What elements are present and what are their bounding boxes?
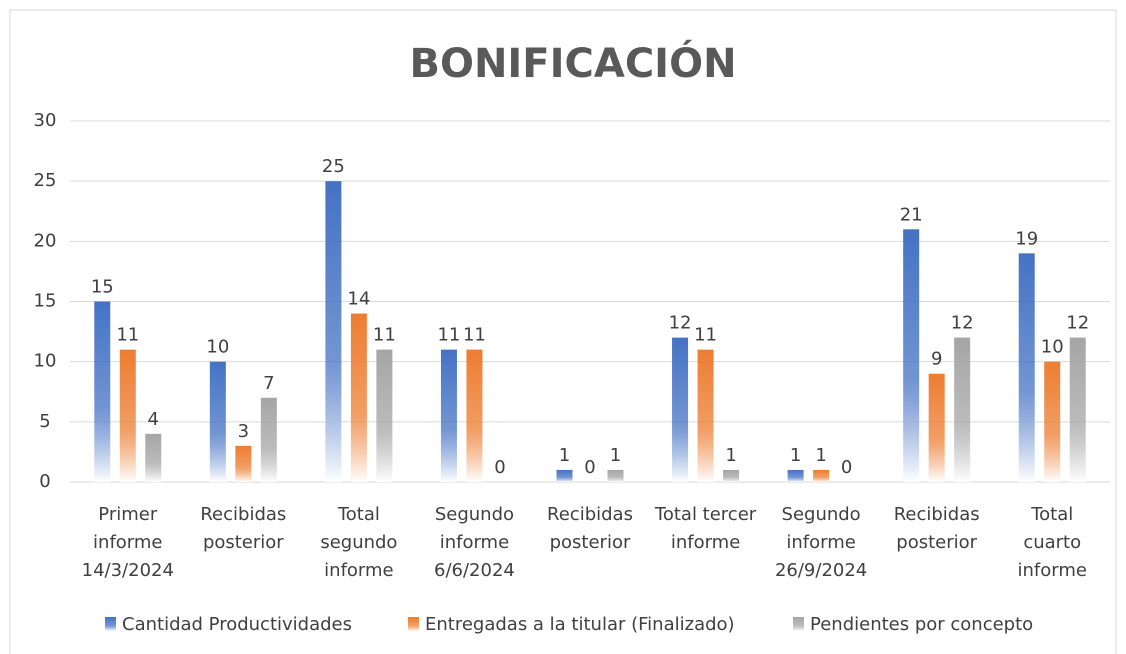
- bar: [1018, 253, 1035, 482]
- y-tick-label: 20: [34, 230, 57, 251]
- x-tick-label: Primer informe 14/3/2024: [82, 504, 174, 581]
- data-label: 1: [790, 445, 801, 466]
- x-tick-label: Recibidas posterior: [894, 504, 980, 553]
- data-label: 0: [584, 457, 595, 478]
- y-tick-label: 30: [34, 110, 57, 131]
- data-label: 11: [373, 325, 396, 346]
- x-tick-label: Recibidas posterior: [200, 504, 286, 553]
- bar: [903, 229, 920, 482]
- x-tick-label: Total cuarto informe: [1017, 504, 1086, 581]
- bar: [350, 313, 367, 482]
- bar: [672, 337, 689, 482]
- data-label: 3: [238, 421, 249, 442]
- bar: [209, 361, 226, 482]
- data-label: 1: [725, 445, 736, 466]
- bar: [260, 397, 277, 482]
- data-label: 10: [1041, 337, 1064, 358]
- data-label: 25: [322, 156, 345, 177]
- bar: [235, 445, 252, 482]
- legend-label: Pendientes por concepto: [810, 614, 1033, 635]
- data-label: 12: [951, 313, 974, 334]
- y-tick-label: 10: [34, 351, 57, 372]
- y-tick-label: 25: [34, 170, 57, 191]
- y-tick-label: 0: [39, 471, 50, 492]
- data-label: 11: [437, 325, 460, 346]
- data-label: 1: [610, 445, 621, 466]
- legend-label: Cantidad Productividades: [122, 614, 352, 635]
- bar: [325, 181, 342, 482]
- data-label: 9: [931, 349, 942, 370]
- x-tick-label: Segundo informe 6/6/2024: [434, 504, 515, 581]
- data-label: 12: [669, 313, 692, 334]
- bar: [94, 301, 111, 482]
- x-tick-label: Recibidas posterior: [547, 504, 633, 553]
- data-label: 11: [116, 325, 139, 346]
- data-label: 12: [1066, 313, 1089, 334]
- data-label: 0: [841, 457, 852, 478]
- data-label: 1: [559, 445, 570, 466]
- legend-label: Entregadas a la titular (Finalizado): [425, 614, 735, 635]
- y-tick-label: 5: [39, 411, 50, 432]
- bar: [556, 469, 573, 482]
- bar: [466, 349, 483, 482]
- x-tick-label: Segundo informe 26/9/2024: [775, 504, 867, 581]
- chart-frame: [9, 9, 1117, 654]
- bar: [1044, 361, 1061, 482]
- data-label: 21: [900, 204, 923, 225]
- bar: [607, 469, 624, 482]
- bar: [1069, 337, 1086, 482]
- bar: [145, 433, 162, 482]
- bar: [813, 469, 830, 482]
- data-label: 14: [347, 289, 370, 310]
- data-label: 1: [815, 445, 826, 466]
- y-tick-label: 15: [34, 291, 57, 312]
- bar: [928, 373, 945, 482]
- data-label: 11: [694, 325, 717, 346]
- data-label: 19: [1015, 228, 1038, 249]
- bar: [723, 469, 740, 482]
- bar: [697, 349, 714, 482]
- data-label: 11: [463, 325, 486, 346]
- legend-swatch: [793, 617, 804, 631]
- chart-title: BONIFICACIÓN: [409, 39, 736, 87]
- bar: [954, 337, 971, 482]
- bar: [787, 469, 804, 482]
- x-tick-label: Total tercer informe: [654, 504, 757, 553]
- bar: [119, 349, 136, 482]
- data-label: 15: [91, 277, 114, 298]
- data-label: 4: [148, 409, 159, 430]
- bar: [440, 349, 457, 482]
- x-tick-label: Total segundo informe: [320, 504, 397, 581]
- bar: [376, 349, 393, 482]
- legend-swatch: [408, 617, 419, 631]
- data-label: 0: [494, 457, 505, 478]
- data-label: 7: [263, 373, 274, 394]
- data-label: 10: [206, 337, 229, 358]
- legend-swatch: [105, 617, 116, 631]
